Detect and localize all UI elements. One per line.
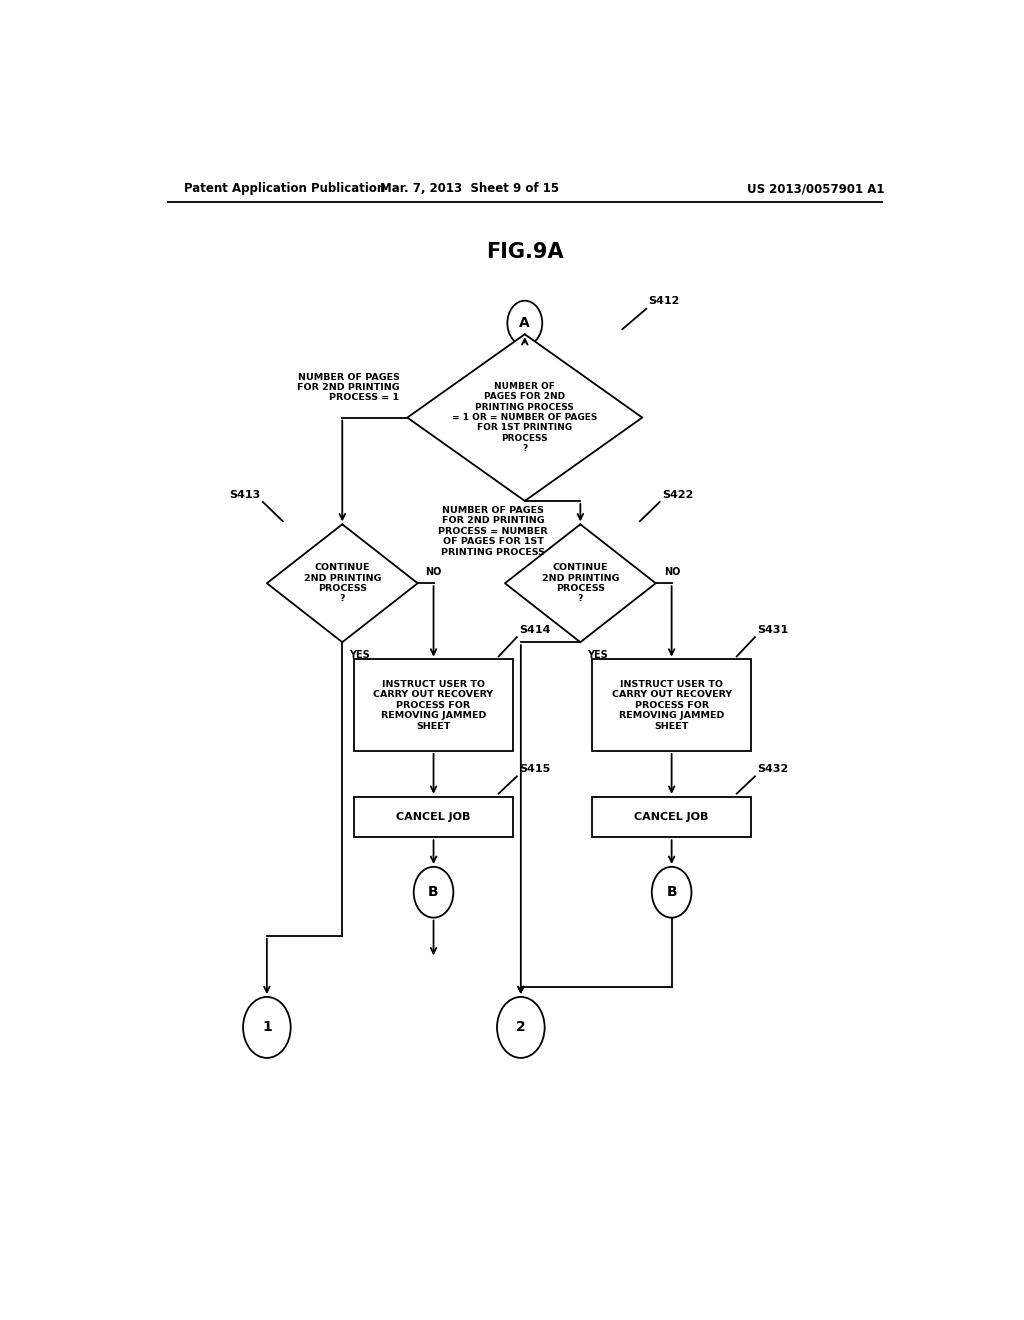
Bar bbox=[592, 660, 751, 751]
Text: S415: S415 bbox=[519, 764, 551, 775]
Text: S422: S422 bbox=[663, 490, 693, 500]
Text: CONTINUE
2ND PRINTING
PROCESS
?: CONTINUE 2ND PRINTING PROCESS ? bbox=[542, 564, 620, 603]
Bar bbox=[592, 797, 751, 837]
Text: CANCEL JOB: CANCEL JOB bbox=[396, 812, 471, 822]
Text: 1: 1 bbox=[262, 1020, 271, 1035]
Text: 2: 2 bbox=[516, 1020, 525, 1035]
Text: S432: S432 bbox=[758, 764, 788, 775]
Text: Patent Application Publication: Patent Application Publication bbox=[183, 182, 385, 195]
Text: NUMBER OF
PAGES FOR 2ND
PRINTING PROCESS
= 1 OR = NUMBER OF PAGES
FOR 1ST PRINTI: NUMBER OF PAGES FOR 2ND PRINTING PROCESS… bbox=[453, 381, 597, 453]
Text: FIG.9A: FIG.9A bbox=[486, 242, 563, 261]
Text: INSTRUCT USER TO
CARRY OUT RECOVERY
PROCESS FOR
REMOVING JAMMED
SHEET: INSTRUCT USER TO CARRY OUT RECOVERY PROC… bbox=[374, 680, 494, 730]
Circle shape bbox=[497, 997, 545, 1057]
Bar bbox=[354, 660, 513, 751]
Text: CANCEL JOB: CANCEL JOB bbox=[635, 812, 709, 822]
Text: A: A bbox=[519, 315, 530, 330]
Circle shape bbox=[652, 867, 691, 917]
Text: B: B bbox=[428, 886, 439, 899]
Text: S431: S431 bbox=[758, 626, 788, 635]
Text: S412: S412 bbox=[648, 296, 680, 306]
Text: NO: NO bbox=[426, 568, 442, 577]
Circle shape bbox=[507, 301, 543, 346]
Text: Mar. 7, 2013  Sheet 9 of 15: Mar. 7, 2013 Sheet 9 of 15 bbox=[380, 182, 559, 195]
Bar bbox=[354, 797, 513, 837]
Text: S413: S413 bbox=[229, 490, 260, 500]
Text: US 2013/0057901 A1: US 2013/0057901 A1 bbox=[748, 182, 885, 195]
Text: CONTINUE
2ND PRINTING
PROCESS
?: CONTINUE 2ND PRINTING PROCESS ? bbox=[303, 564, 381, 603]
Text: INSTRUCT USER TO
CARRY OUT RECOVERY
PROCESS FOR
REMOVING JAMMED
SHEET: INSTRUCT USER TO CARRY OUT RECOVERY PROC… bbox=[611, 680, 732, 730]
Circle shape bbox=[243, 997, 291, 1057]
Text: YES: YES bbox=[348, 651, 370, 660]
Text: B: B bbox=[667, 886, 677, 899]
Text: S414: S414 bbox=[519, 626, 551, 635]
Text: NUMBER OF PAGES
FOR 2ND PRINTING
PROCESS = NUMBER
OF PAGES FOR 1ST
PRINTING PROC: NUMBER OF PAGES FOR 2ND PRINTING PROCESS… bbox=[438, 506, 548, 557]
Polygon shape bbox=[408, 334, 642, 500]
Text: NO: NO bbox=[664, 568, 680, 577]
Polygon shape bbox=[267, 524, 418, 643]
Text: YES: YES bbox=[587, 651, 607, 660]
Circle shape bbox=[414, 867, 454, 917]
Text: NUMBER OF PAGES
FOR 2ND PRINTING
PROCESS = 1: NUMBER OF PAGES FOR 2ND PRINTING PROCESS… bbox=[297, 372, 399, 403]
Polygon shape bbox=[505, 524, 655, 643]
